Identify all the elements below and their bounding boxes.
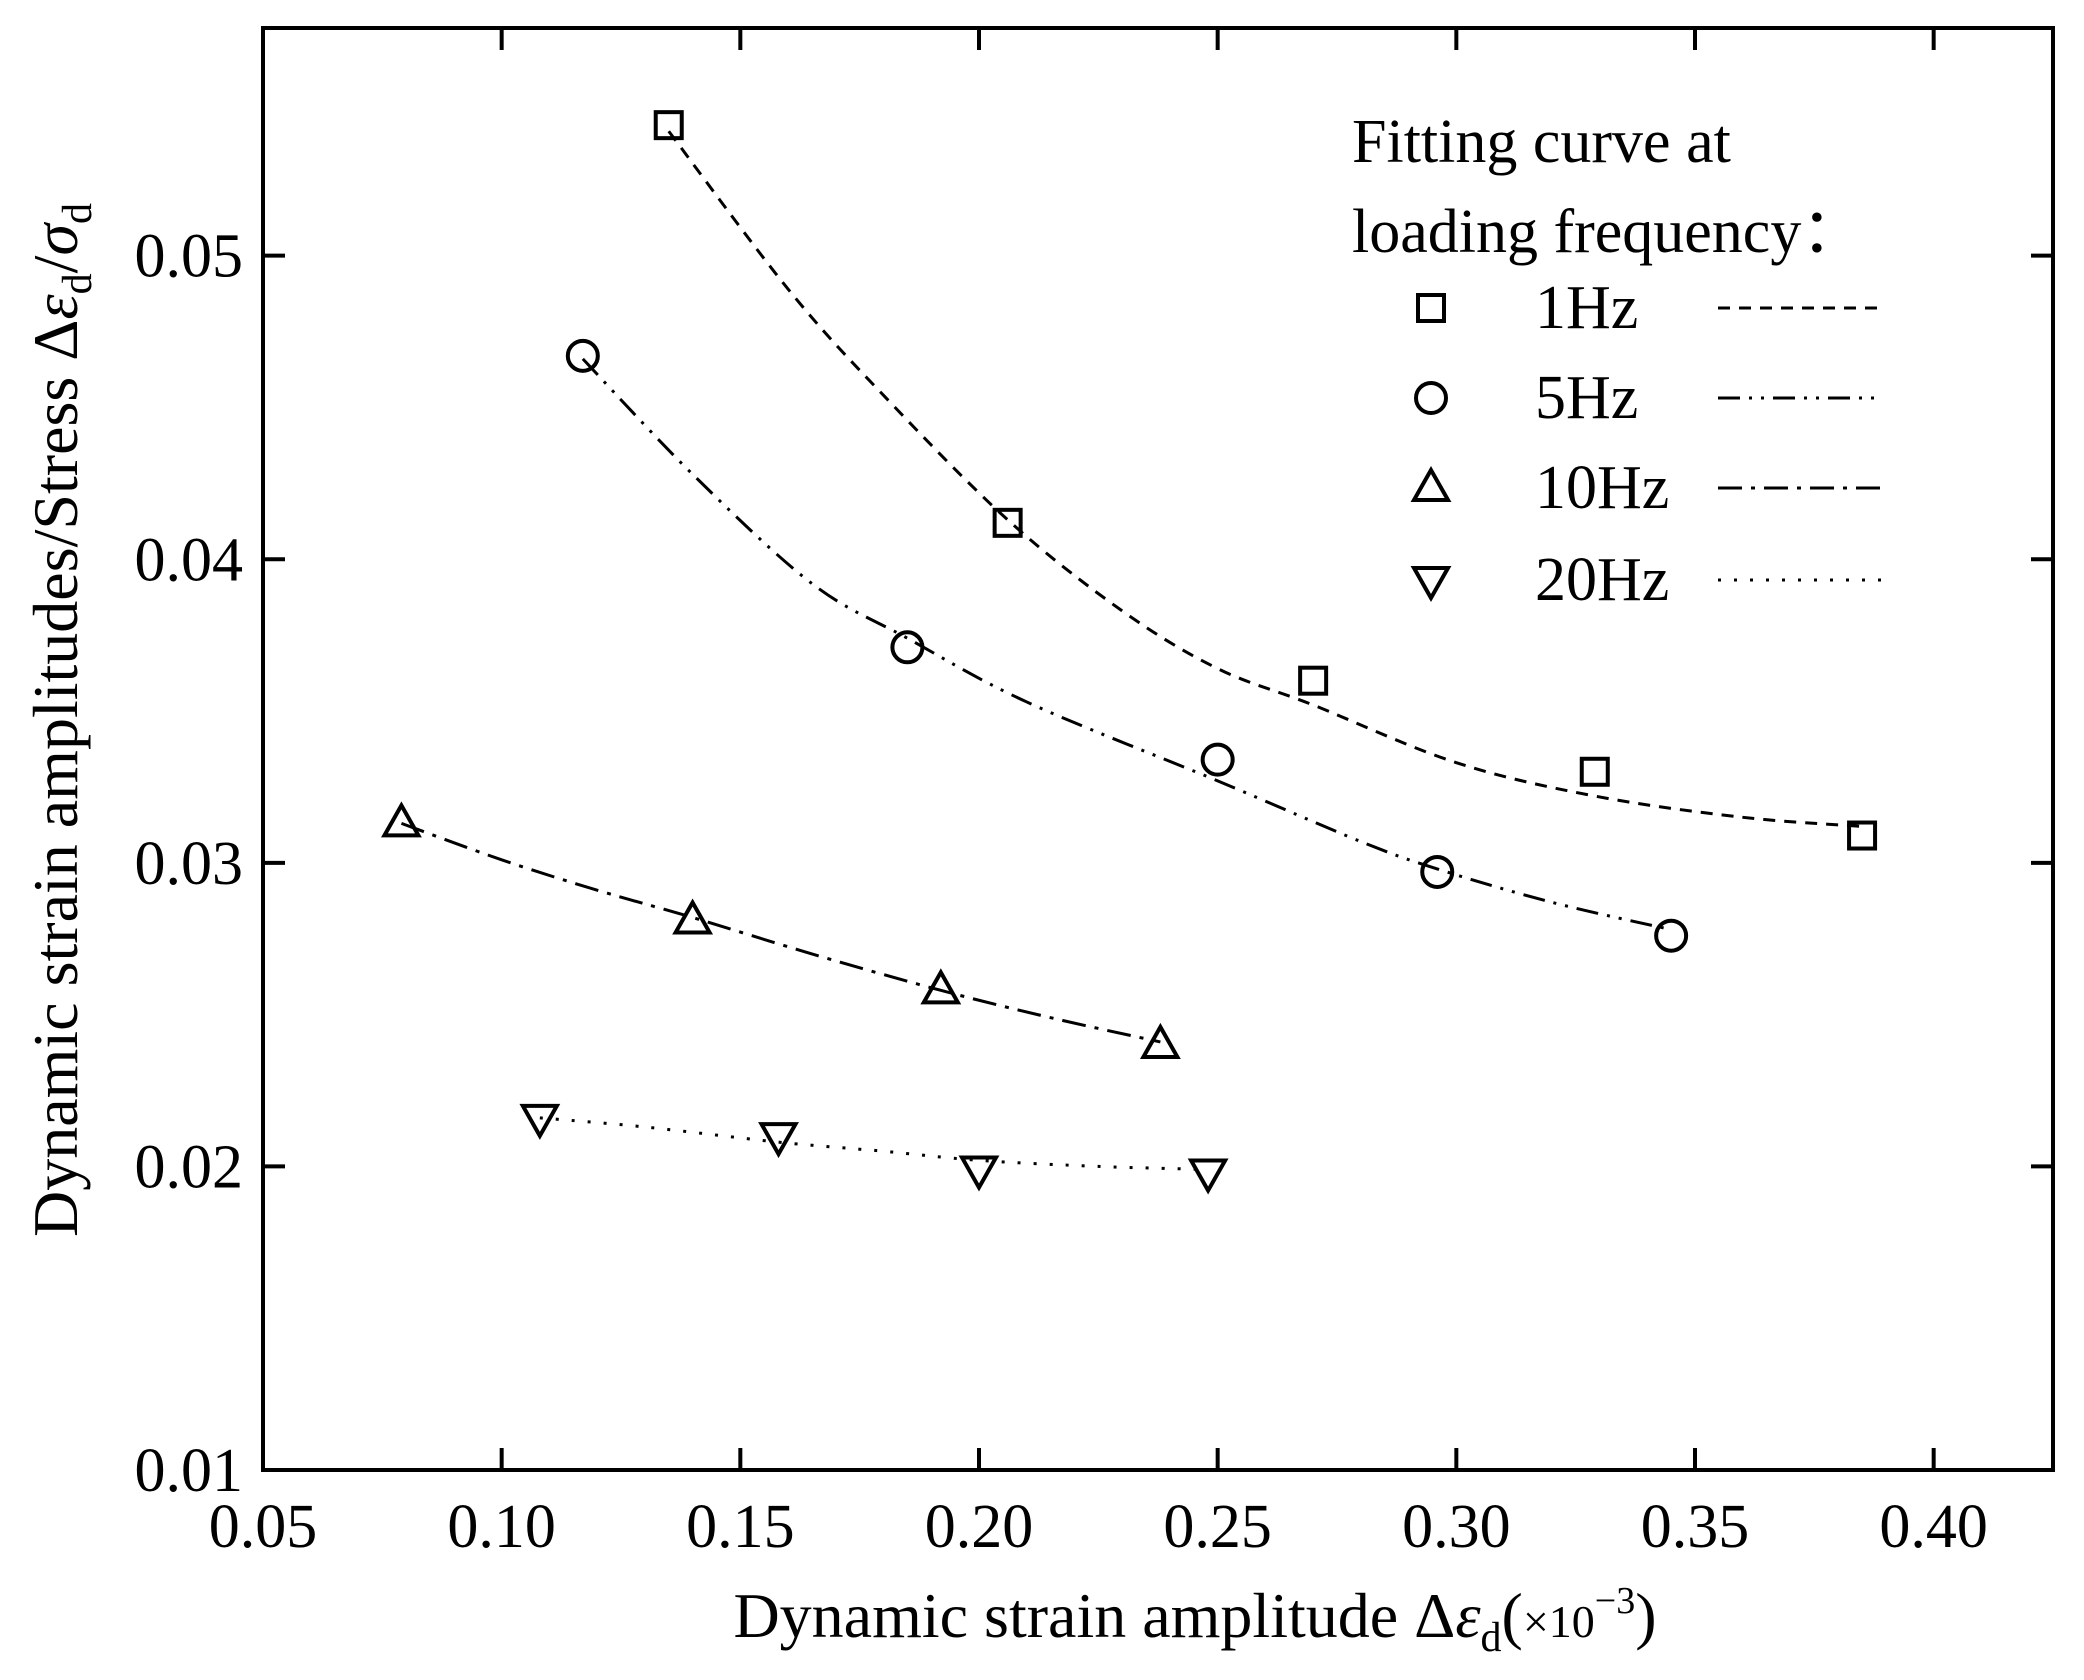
fit-curve-5hz [581, 357, 1672, 932]
x-axis-title-prefix: Dynamic strain amplitude [733, 1580, 1414, 1651]
legend-label-10hz: 10Hz [1535, 454, 1669, 522]
x-axis-title: Dynamic strain amplitude Δεd(×10−3) [733, 1580, 1656, 1661]
plot-frame [261, 26, 2055, 1472]
data-point-10hz [920, 968, 962, 1005]
data-point-20hz [758, 1122, 799, 1159]
x-axis-epsilon: ε [1455, 1580, 1481, 1651]
data-point-10hz [672, 898, 714, 935]
x-tick-label: 0.20 [925, 1493, 1034, 1561]
x-axis-unit-close: ) [1635, 1580, 1656, 1651]
legend-title-line2: loading frequency： [1352, 198, 1863, 266]
legend-marker-20hz [1410, 566, 1452, 603]
x-axis-unit-times: ×10 [1523, 1596, 1595, 1647]
fit-curves [400, 130, 1863, 1171]
y-axis-title-prefix: Dynamic strain amplitudes/Stress [20, 361, 91, 1237]
data-point-5hz [1420, 854, 1455, 889]
fit-curve-20hz [539, 1116, 1209, 1171]
legend-title-line1: Fitting curve at [1352, 108, 1731, 176]
x-axis-unit-exp: −3 [1595, 1580, 1635, 1622]
legend-marker-1hz [1416, 293, 1446, 323]
data-point-1hz [992, 507, 1023, 538]
y-axis-sub1: d [55, 273, 101, 294]
x-tick-label: 0.40 [1879, 1493, 1988, 1561]
legend: Fitting curve at loading frequency： 1Hz 5… [1352, 108, 1882, 614]
legend-label-1hz: 1Hz [1535, 274, 1638, 342]
y-tick-label: 0.01 [135, 1437, 244, 1505]
data-point-1hz [1298, 665, 1329, 696]
data-point-5hz [890, 630, 925, 665]
legend-label-20hz: 20Hz [1535, 546, 1669, 614]
data-point-1hz [653, 110, 684, 141]
data-point-20hz [958, 1155, 1000, 1192]
fit-curve-1hz [667, 130, 1863, 828]
data-point-5hz [565, 338, 600, 373]
x-axis-unit-open: ( [1502, 1580, 1523, 1651]
data-point-20hz [1187, 1158, 1229, 1195]
fit-curve-10hz [400, 821, 1161, 1044]
data-point-5hz [1200, 742, 1235, 777]
x-axis-delta: Δ [1414, 1580, 1455, 1651]
y-axis-epsilon: ε [20, 294, 91, 320]
y-tick-label: 0.04 [135, 526, 244, 594]
legend-label-5hz: 5Hz [1535, 364, 1638, 432]
y-axis-slash: / [20, 255, 91, 273]
data-point-10hz [1139, 1022, 1181, 1059]
x-tick-label: 0.05 [209, 1493, 318, 1561]
legend-items: 1Hz 5Hz 10Hz 20Hz [1410, 274, 1882, 614]
data-point-1hz [1579, 756, 1610, 787]
x-tick-label: 0.35 [1641, 1493, 1750, 1561]
y-tick-label: 0.02 [135, 1133, 244, 1201]
x-axis-sub: d [1481, 1615, 1502, 1661]
data-point-1hz [1847, 820, 1878, 851]
x-tick-label: 0.30 [1402, 1493, 1511, 1561]
data-point-10hz [380, 801, 422, 838]
y-axis-delta: Δ [20, 320, 91, 361]
y-axis-sub2: d [55, 203, 101, 224]
data-markers [380, 110, 1878, 1195]
y-tick-label: 0.03 [135, 830, 244, 898]
y-axis-sigma: σ [20, 222, 91, 256]
x-tick-label: 0.15 [686, 1493, 795, 1561]
y-axis-title: Dynamic strain amplitudes/Stress Δεd/σd [20, 203, 101, 1237]
data-point-20hz [519, 1103, 561, 1140]
y-tick-label: 0.05 [135, 223, 244, 291]
legend-marker-10hz [1410, 465, 1452, 502]
x-tick-label: 0.10 [447, 1493, 556, 1561]
legend-marker-5hz [1414, 381, 1448, 415]
data-point-5hz [1654, 918, 1689, 953]
x-tick-label: 0.25 [1163, 1493, 1272, 1561]
ticks: 0.05 0.10 0.15 0.20 0.25 0.30 0.35 0.40 0.01 0.02… [135, 28, 2053, 1561]
